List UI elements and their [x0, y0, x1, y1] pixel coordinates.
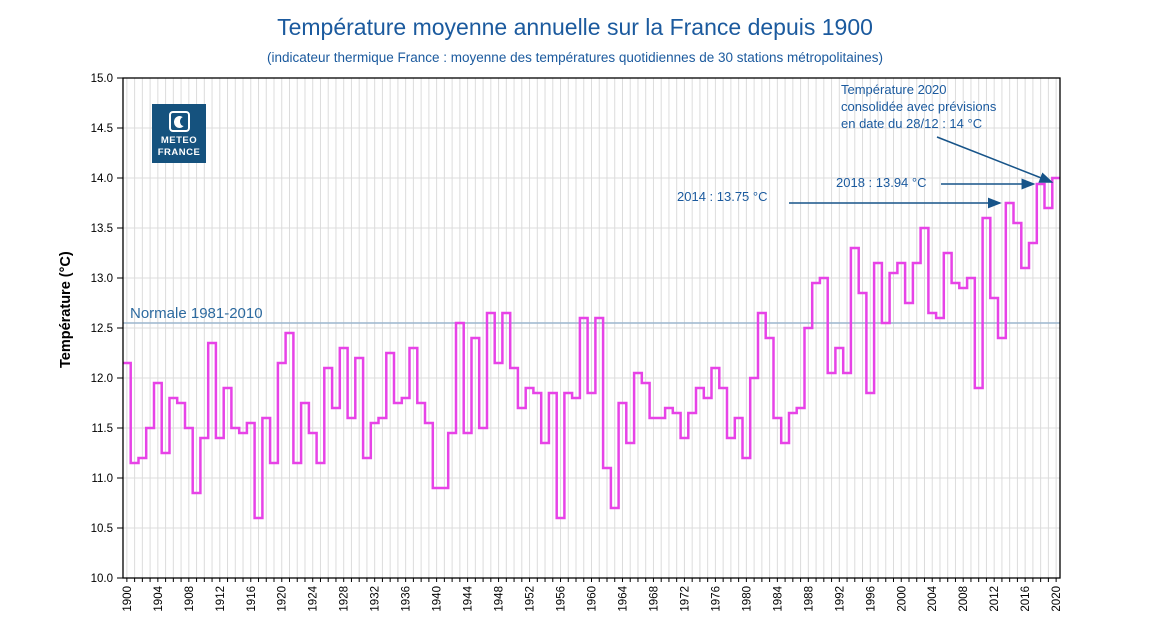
svg-text:1956: 1956	[556, 586, 568, 612]
svg-text:2012: 2012	[989, 586, 1001, 612]
svg-text:1920: 1920	[277, 586, 289, 612]
svg-text:1940: 1940	[432, 586, 444, 612]
annotation-2020-line3: en date du 28/12 : 14 °C	[841, 116, 983, 132]
svg-text:1912: 1912	[215, 586, 227, 612]
svg-text:1916: 1916	[246, 586, 258, 612]
arrow-2020	[936, 136, 1054, 183]
meteo-france-icon	[168, 111, 190, 132]
svg-text:13.5: 13.5	[91, 223, 113, 235]
svg-text:1948: 1948	[494, 586, 506, 612]
svg-text:1904: 1904	[153, 585, 165, 611]
y-tick-labels: 10.0 10.5 11.0 11.5 12.0 12.5 13.0 13.5 14.0 14.5…	[91, 73, 113, 585]
svg-text:1976: 1976	[710, 586, 722, 612]
y-axis-title: Température (°C)	[58, 251, 74, 368]
meteo-france-logo: METEO FRANCE	[152, 104, 206, 163]
svg-text:13.0: 13.0	[91, 273, 113, 285]
logo-line2: FRANCE	[157, 146, 201, 158]
svg-text:1980: 1980	[741, 586, 753, 612]
svg-text:12.5: 12.5	[91, 323, 113, 335]
axis-ticks	[117, 77, 1057, 582]
svg-text:1960: 1960	[587, 586, 599, 612]
svg-text:1984: 1984	[772, 585, 784, 611]
svg-text:1992: 1992	[834, 586, 846, 612]
svg-text:1972: 1972	[679, 586, 691, 612]
annotation-2020: Température 2020 consolidée avec prévisi…	[841, 81, 996, 132]
annotation-2018: 2018 : 13.94 °C	[836, 175, 927, 190]
svg-text:1996: 1996	[865, 586, 877, 612]
temperature-step-line	[123, 176, 1060, 520]
svg-text:2016: 2016	[1020, 586, 1032, 612]
gridlines	[123, 78, 1060, 578]
svg-text:1928: 1928	[339, 586, 351, 612]
svg-text:2008: 2008	[958, 586, 970, 612]
svg-text:10.5: 10.5	[91, 523, 113, 535]
annotation-arrows	[789, 136, 1054, 209]
svg-text:14.0: 14.0	[91, 173, 113, 185]
svg-text:2020: 2020	[1051, 586, 1063, 612]
svg-text:1936: 1936	[401, 586, 413, 612]
svg-text:1944: 1944	[463, 585, 475, 611]
svg-text:15.0: 15.0	[91, 73, 113, 85]
annotation-2020-line1: Température 2020	[841, 82, 947, 97]
annotation-2014: 2014 : 13.75 °C	[677, 189, 768, 204]
svg-text:10.0: 10.0	[91, 573, 113, 585]
svg-text:1924: 1924	[308, 585, 320, 611]
svg-text:1908: 1908	[184, 586, 196, 612]
normale-label: Normale 1981-2010	[130, 305, 263, 322]
svg-text:1968: 1968	[648, 586, 660, 612]
svg-text:1932: 1932	[370, 586, 382, 612]
svg-text:11.5: 11.5	[91, 423, 113, 435]
page-title: Température moyenne annuelle sur la Fran…	[277, 14, 873, 40]
svg-text:1900: 1900	[122, 586, 134, 612]
logo-line1: METEO	[160, 135, 198, 146]
svg-text:12.0: 12.0	[91, 373, 113, 385]
svg-text:2000: 2000	[896, 586, 908, 612]
svg-text:1952: 1952	[525, 586, 537, 612]
x-tick-labels: 1900 1904 1908 1912 1916 1920 1924 1928 1932 1936…	[122, 585, 1063, 611]
svg-text:14.5: 14.5	[91, 123, 113, 135]
svg-text:1964: 1964	[617, 585, 629, 611]
svg-text:2004: 2004	[927, 585, 939, 611]
page-subtitle: (indicateur thermique France : moyenne d…	[266, 50, 884, 65]
svg-text:1988: 1988	[803, 586, 815, 612]
annotation-2020-line2: consolidée avec prévisions	[841, 99, 997, 115]
svg-text:11.0: 11.0	[91, 473, 113, 485]
